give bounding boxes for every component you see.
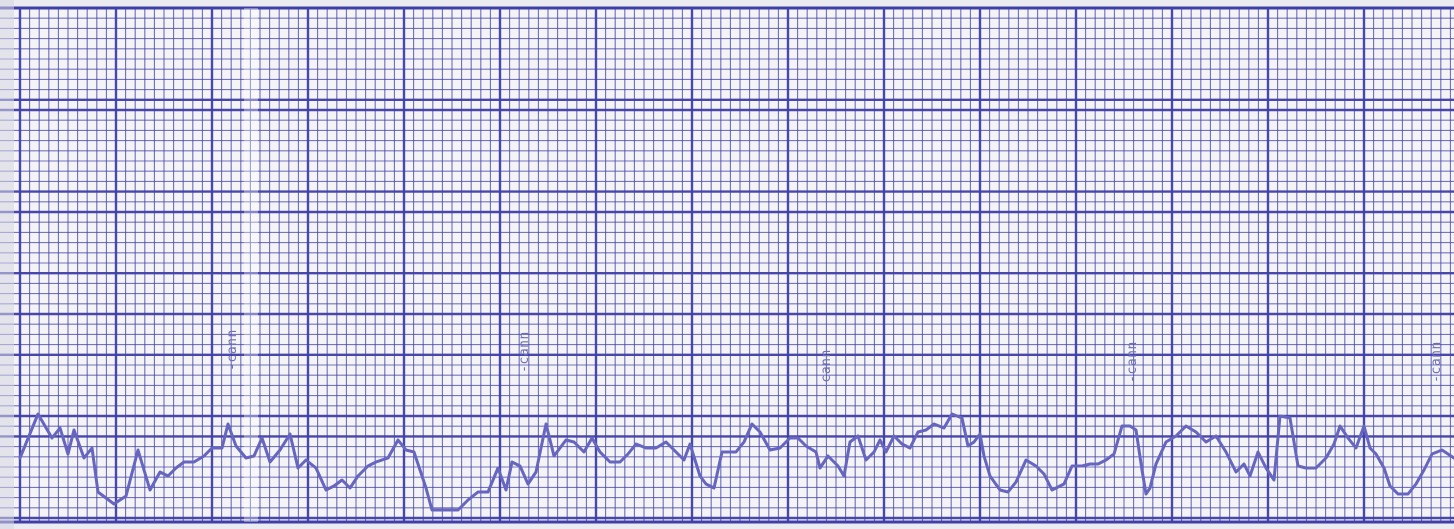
stamp-mark: -cann — [517, 331, 532, 373]
paper-surface — [0, 8, 1454, 522]
stamp-mark: -cann — [1125, 341, 1140, 383]
left-edge-shadow — [0, 0, 14, 529]
stamp-mark: -cann — [1429, 341, 1444, 383]
stamp-mark: -cann — [225, 329, 240, 371]
stamp-mark: -cann — [819, 349, 834, 391]
recorded-trace — [18, 412, 1454, 512]
grid — [0, 6, 1454, 524]
stamp-marks: -cann -cann -cann -cann -cann — [225, 329, 1444, 391]
paper-glare — [244, 8, 258, 522]
